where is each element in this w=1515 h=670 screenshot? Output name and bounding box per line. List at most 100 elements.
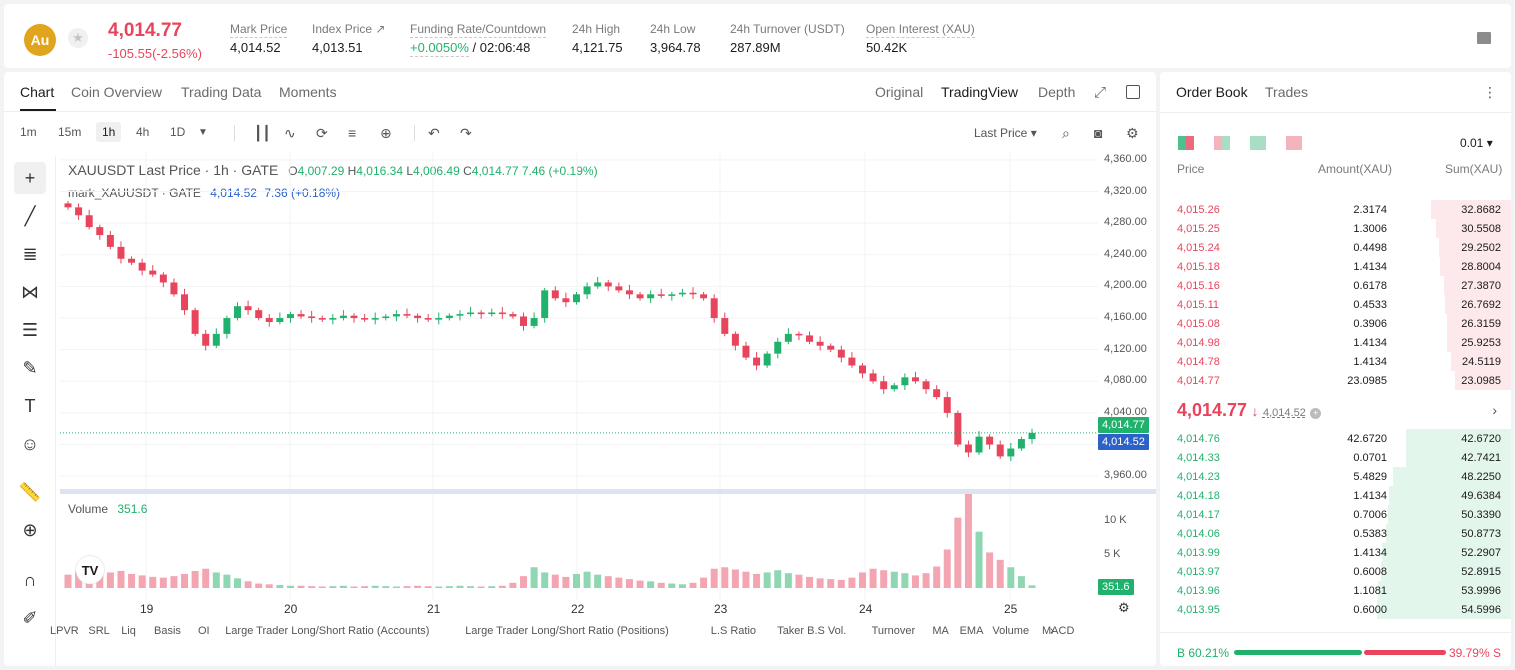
bid-row[interactable]: 4,013.97 0.6008 52.8915: [1160, 562, 1511, 581]
magnet-icon[interactable]: ∩: [23, 569, 37, 590]
book-icon[interactable]: [1477, 32, 1491, 44]
price-type-select[interactable]: Last Price ▾: [974, 126, 1037, 140]
row-price: 4,015.08: [1177, 318, 1220, 330]
view-original[interactable]: Original: [875, 84, 924, 100]
crosshair-icon[interactable]: +: [14, 162, 46, 194]
timeframe-15m[interactable]: 15m: [58, 125, 82, 139]
ask-row[interactable]: 4,014.78 1.4134 24.5119: [1160, 352, 1511, 371]
expand-icon[interactable]: ⤢: [1094, 84, 1107, 101]
stat-index-price[interactable]: Index Price ↗ 4,013.51: [312, 22, 385, 55]
indicator-tab[interactable]: Turnover: [871, 625, 916, 637]
pane-divider[interactable]: [60, 489, 1156, 494]
tab-moments[interactable]: Moments: [279, 84, 337, 100]
indicator-tab[interactable]: Large Trader Long/Short Ratio (Positions…: [465, 625, 669, 637]
ask-row[interactable]: 4,015.25 1.3006 30.5508: [1160, 219, 1511, 238]
indicator-tab[interactable]: Taker B.S Vol.: [777, 625, 847, 637]
tab-order-book[interactable]: Order Book: [1176, 84, 1248, 100]
ask-row[interactable]: 4,015.16 0.6178 27.3870: [1160, 276, 1511, 295]
ruler-icon[interactable]: 📏: [18, 481, 42, 502]
indicator-tab[interactable]: Basis: [154, 625, 181, 637]
tradingview-logo[interactable]: TV: [76, 556, 104, 584]
trend-line-icon[interactable]: ╱: [24, 205, 36, 226]
tab-chart[interactable]: Chart: [20, 84, 55, 100]
candle: [403, 314, 411, 316]
gear-icon[interactable]: ⚙: [1126, 125, 1139, 141]
ask-row[interactable]: 4,014.98 1.4134 25.9253: [1160, 333, 1511, 352]
chevron-right-icon[interactable]: ›: [1492, 402, 1497, 418]
chevron-right-icon[interactable]: ›: [1050, 625, 1054, 637]
fullscreen-icon[interactable]: [1126, 85, 1140, 99]
bid-row[interactable]: 4,014.17 0.7006 50.3390: [1160, 505, 1511, 524]
indicator-tab[interactable]: EMA: [959, 625, 984, 637]
mid-price[interactable]: 4,014.77 ↓ 4,014.52 +: [1177, 400, 1322, 421]
price-chart[interactable]: [60, 152, 1098, 612]
view-bids-icon[interactable]: [1250, 136, 1266, 150]
indicator-tab[interactable]: LPVR: [50, 625, 79, 637]
indicator-tab[interactable]: MACD: [1042, 625, 1075, 637]
tab-trading-data[interactable]: Trading Data: [181, 84, 262, 100]
ask-row[interactable]: 4,014.77 23.0985 23.0985: [1160, 371, 1511, 390]
ask-row[interactable]: 4,015.26 2.3174 32.8682: [1160, 200, 1511, 219]
indicators-icon[interactable]: ∿: [284, 125, 296, 141]
indicator-tab[interactable]: L.S Ratio: [710, 625, 757, 637]
indicator-tab[interactable]: Liq: [121, 625, 136, 637]
timeframe-dropdown-icon[interactable]: ▼: [198, 127, 208, 138]
indicator-tab[interactable]: OI: [198, 625, 210, 637]
refresh-icon[interactable]: ⟳: [316, 125, 328, 141]
view-tradingview[interactable]: TradingView: [941, 84, 1019, 100]
emoji-icon[interactable]: ☺: [20, 433, 40, 454]
redo-icon[interactable]: ↷: [460, 125, 472, 141]
view-both-icon[interactable]: [1178, 136, 1194, 150]
ask-row[interactable]: 4,015.11 0.4533 26.7692: [1160, 295, 1511, 314]
view-asks-icon[interactable]: [1286, 136, 1302, 150]
indicator-tab[interactable]: SRL: [88, 625, 110, 637]
candle: [424, 318, 432, 320]
candle: [159, 274, 167, 283]
volume-bar: [880, 570, 888, 588]
bid-row[interactable]: 4,014.76 42.6720 42.6720: [1160, 429, 1511, 448]
candle-type-icon[interactable]: ┃┃: [254, 125, 271, 141]
bid-row[interactable]: 4,014.18 1.4134 49.6384: [1160, 486, 1511, 505]
pattern-icon[interactable]: ⋈: [21, 281, 39, 302]
zoom-in-icon[interactable]: ⊕: [22, 519, 38, 540]
tab-trades[interactable]: Trades: [1265, 84, 1309, 100]
timeframe-1m[interactable]: 1m: [20, 125, 37, 139]
fib-icon[interactable]: ☰: [21, 319, 39, 340]
ask-row[interactable]: 4,015.08 0.3906 26.3159: [1160, 314, 1511, 333]
indicator-tab[interactable]: Large Trader Long/Short Ratio (Accounts): [225, 625, 430, 637]
more-icon[interactable]: ⋮: [1483, 84, 1497, 100]
brush-icon[interactable]: ✎: [22, 357, 38, 378]
candle: [594, 282, 602, 287]
bid-row[interactable]: 4,013.96 1.1081 53.9996: [1160, 581, 1511, 600]
text-tool-icon[interactable]: T: [24, 395, 36, 416]
bid-row[interactable]: 4,014.33 0.0701 42.7421: [1160, 448, 1511, 467]
view-depth[interactable]: Depth: [1038, 84, 1076, 100]
favorite-star-icon[interactable]: ★: [68, 28, 88, 48]
view-mixed-icon[interactable]: [1214, 136, 1230, 150]
bid-row[interactable]: 4,014.23 5.4829 48.2250: [1160, 467, 1511, 486]
timeframe-4h[interactable]: 4h: [136, 125, 150, 139]
precision-select[interactable]: 0.01 ▾: [1460, 136, 1493, 150]
undo-icon[interactable]: ↶: [428, 125, 440, 141]
tab-coin-overview[interactable]: Coin Overview: [71, 84, 163, 100]
bid-row[interactable]: 4,013.99 1.4134 52.2907: [1160, 543, 1511, 562]
candle: [689, 292, 697, 295]
timeframe-1d[interactable]: 1D: [170, 125, 186, 139]
pencil-lock-icon[interactable]: ✐: [22, 607, 38, 628]
settings-list-icon[interactable]: ≡: [348, 125, 357, 141]
ask-row[interactable]: 4,015.18 1.4134 28.8004: [1160, 257, 1511, 276]
bid-row[interactable]: 4,014.06 0.5383 50.8773: [1160, 524, 1511, 543]
horizontal-lines-icon[interactable]: ≣: [22, 243, 38, 264]
camera-icon[interactable]: ◙: [1094, 125, 1103, 141]
volume-bar: [678, 584, 686, 588]
axis-settings-icon[interactable]: ⚙: [1118, 600, 1130, 615]
ask-row[interactable]: 4,015.24 0.4498 29.2502: [1160, 238, 1511, 257]
add-indicator-icon[interactable]: ⊕: [380, 125, 392, 141]
bid-row[interactable]: 4,013.95 0.6000 54.5996: [1160, 600, 1511, 619]
stat-label: Mark Price: [230, 22, 288, 38]
indicator-tab[interactable]: MA: [932, 625, 949, 637]
depth-bar: [1454, 371, 1511, 390]
search-icon[interactable]: ⌕: [1062, 125, 1070, 141]
timeframe-1h[interactable]: 1h: [96, 122, 122, 142]
indicator-tab[interactable]: Volume: [992, 625, 1030, 637]
